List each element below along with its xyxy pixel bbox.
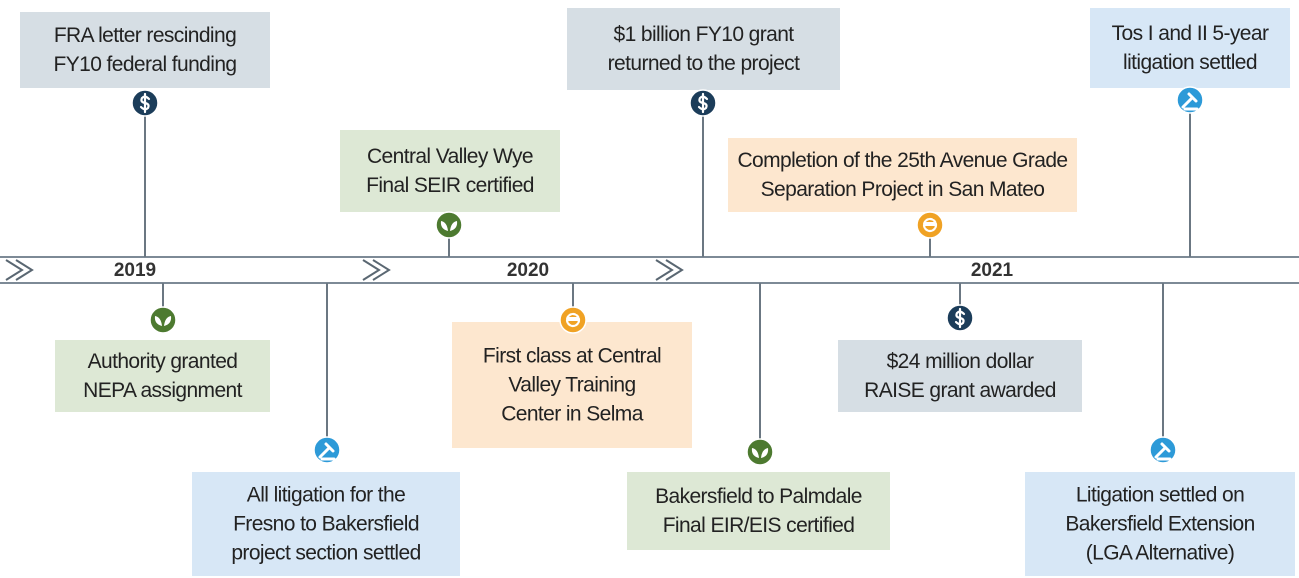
- event-text: Final EIR/EIS certified: [663, 514, 855, 537]
- event-text: litigation settled: [1123, 51, 1257, 74]
- timeline-bar: [0, 256, 1299, 284]
- event-text: RAISE grant awarded: [864, 379, 1056, 402]
- event-box: [567, 8, 840, 90]
- event-icon: [149, 306, 177, 334]
- event-text: Valley Training: [508, 374, 635, 397]
- gavel-glyph: [1181, 92, 1199, 111]
- event-text: project section settled: [231, 542, 420, 565]
- chevrons: [5, 259, 684, 281]
- event-text: Completion of the 25th Avenue Grade: [737, 149, 1067, 172]
- event-box: [1090, 8, 1290, 88]
- gear-glyph: [565, 312, 581, 328]
- event-text: Tos I and II 5-year: [1112, 22, 1269, 45]
- year-label: 2021: [971, 260, 1014, 281]
- dollar-glyph: [954, 307, 966, 329]
- event-text: returned to the project: [608, 52, 800, 75]
- leaf-glyph: [154, 316, 172, 326]
- event-text: First class at Central: [483, 345, 661, 368]
- event-text: All litigation for the: [247, 484, 405, 507]
- event-box: [452, 322, 692, 448]
- event-box: [340, 130, 560, 212]
- event-icon: [746, 438, 774, 466]
- event-box: [627, 472, 890, 550]
- event-box: [20, 12, 270, 88]
- event-box: [1025, 472, 1295, 576]
- event-text: Final SEIR certified: [366, 174, 534, 197]
- event-icon: [916, 211, 944, 239]
- event-box: [838, 340, 1082, 412]
- gear-glyph: [922, 217, 938, 233]
- year-label: 2019: [114, 260, 156, 281]
- event-text: Center in Selma: [501, 403, 643, 426]
- event-icon: [946, 304, 974, 332]
- year-label: 2020: [507, 260, 549, 281]
- leaf-glyph: [751, 448, 769, 458]
- event-icon: [313, 436, 341, 464]
- dollar-glyph: [139, 92, 151, 114]
- gear-hat: [568, 317, 578, 321]
- event-icon: [689, 89, 717, 117]
- gavel-glyph: [1154, 442, 1172, 461]
- event-text: FY10 federal funding: [54, 53, 237, 76]
- event-icon: [1149, 436, 1177, 464]
- gavel-glyph: [318, 442, 336, 461]
- icon-circle: [435, 211, 463, 239]
- event-icon: [131, 89, 159, 117]
- event-text: NEPA assignment: [83, 379, 242, 402]
- event-icon: [559, 306, 587, 334]
- event-text: Authority granted: [88, 350, 238, 373]
- event-text: Bakersfield Extension: [1065, 513, 1254, 536]
- event-text: Separation Project in San Mateo: [761, 178, 1045, 201]
- icon-circle: [149, 306, 177, 334]
- event-icon: [1176, 86, 1204, 114]
- event-box: [192, 472, 460, 576]
- event-text: $1 billion FY10 grant: [613, 23, 794, 46]
- event-text: Fresno to Bakersfield: [233, 513, 419, 536]
- leaf-glyph: [440, 221, 458, 231]
- icon-circle: [746, 438, 774, 466]
- event-text: FRA letter rescinding: [54, 24, 236, 47]
- event-text: Bakersfield to Palmdale: [655, 485, 862, 508]
- event-text: $24 million dollar: [887, 350, 1034, 373]
- event-text: Litigation settled on: [1076, 484, 1244, 507]
- event-box: [55, 340, 270, 412]
- dollar-glyph: [697, 92, 709, 114]
- event-text: Central Valley Wye: [367, 145, 533, 168]
- gear-hat: [925, 222, 935, 226]
- event-text: (LGA Alternative): [1086, 542, 1235, 565]
- event-box: [728, 138, 1077, 212]
- event-icon: [435, 211, 463, 239]
